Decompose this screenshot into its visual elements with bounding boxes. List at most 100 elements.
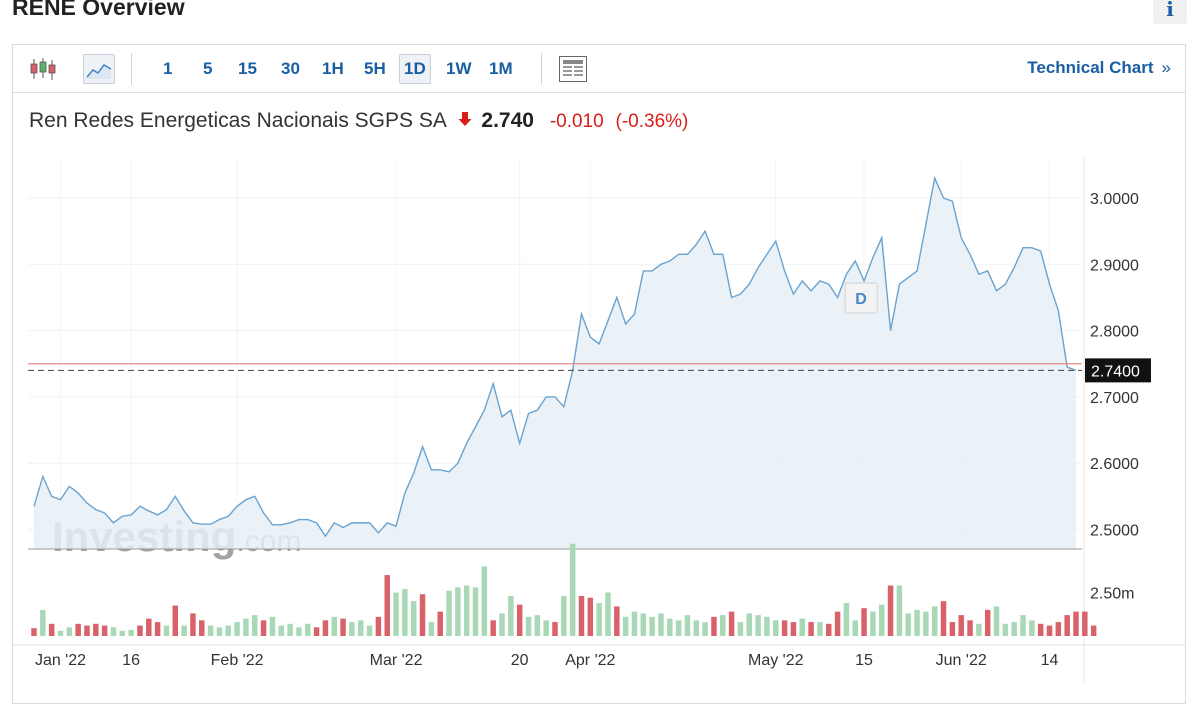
chart-toolbar: 1 5 15 30 1H 5H 1D 1W 1M Technical Chart» bbox=[13, 45, 1185, 93]
dividend-marker[interactable] bbox=[844, 282, 878, 314]
volume-bar bbox=[1064, 615, 1070, 636]
timeframe-15[interactable]: 15 bbox=[238, 59, 257, 78]
volume-bar bbox=[366, 625, 373, 636]
price-change-percent: (-0.36%) bbox=[615, 111, 689, 132]
timeframe-1h[interactable]: 1H bbox=[322, 59, 344, 78]
volume-bar bbox=[472, 587, 479, 636]
chart-panel: 1 5 15 30 1H 5H 1D 1W 1M Technical Chart» Ren Re… bbox=[12, 44, 1186, 704]
time-tick-label: Feb '22 bbox=[211, 652, 264, 669]
volume-bar bbox=[410, 601, 417, 636]
volume-bar bbox=[923, 611, 929, 636]
price-chart[interactable]: Investing.com2.50002.60002.70002.80002.9… bbox=[0, 0, 1200, 682]
double-chevron-right-icon: » bbox=[1161, 58, 1171, 77]
time-tick-label: May '22 bbox=[748, 652, 804, 669]
info-button[interactable]: i bbox=[1153, 0, 1187, 24]
timeframe-1m[interactable]: 1M bbox=[489, 59, 513, 78]
volume-bar bbox=[808, 622, 814, 636]
volume-bar bbox=[967, 620, 973, 636]
volume-bar bbox=[463, 585, 470, 636]
current-price-label: 2.7400 bbox=[1091, 363, 1140, 380]
volume-bar bbox=[826, 623, 832, 636]
volume-bar bbox=[781, 620, 788, 636]
price-tick-label: 2.8000 bbox=[1090, 324, 1139, 341]
volume-bar bbox=[287, 623, 293, 636]
volume-bar bbox=[622, 616, 629, 636]
volume-bar bbox=[490, 620, 496, 636]
volume-bar bbox=[755, 615, 761, 636]
area-chart-icon[interactable] bbox=[83, 54, 115, 84]
volume-bar bbox=[428, 622, 435, 636]
volume-bar bbox=[402, 589, 408, 636]
volume-bar bbox=[1046, 625, 1053, 636]
volume-bar bbox=[949, 622, 956, 636]
volume-bar bbox=[799, 618, 805, 636]
current-price-badge bbox=[1085, 358, 1151, 383]
volume-bar bbox=[1055, 622, 1062, 636]
volume-bar bbox=[455, 587, 461, 636]
volume-bar bbox=[1073, 611, 1079, 636]
volume-bar bbox=[870, 611, 876, 636]
volume-bar bbox=[252, 615, 258, 636]
volume-bar bbox=[40, 609, 46, 636]
volume-bar bbox=[243, 618, 249, 636]
timeframe-1d[interactable]: 1D bbox=[399, 54, 431, 84]
time-tick-label: Apr '22 bbox=[565, 652, 615, 669]
volume-bar bbox=[878, 604, 885, 636]
volume-bar bbox=[154, 622, 161, 636]
volume-bar bbox=[534, 615, 541, 636]
volume-bar bbox=[234, 622, 240, 636]
timeframe-1[interactable]: 1 bbox=[163, 59, 173, 78]
price-tick-label: 2.6000 bbox=[1090, 456, 1139, 473]
technical-chart-link[interactable]: Technical Chart » bbox=[1027, 58, 1171, 78]
timeframe-30[interactable]: 30 bbox=[281, 59, 300, 78]
volume-bar bbox=[128, 629, 134, 636]
volume-bar bbox=[1029, 620, 1035, 636]
price-tick-label: 2.5000 bbox=[1090, 523, 1139, 540]
volume-bar bbox=[331, 616, 337, 636]
volume-bar bbox=[393, 592, 399, 636]
volume-bar bbox=[516, 604, 523, 636]
volume-bar bbox=[958, 615, 964, 636]
timeframe-5h[interactable]: 5H bbox=[364, 59, 386, 78]
volume-bar bbox=[357, 620, 364, 636]
volume-bar bbox=[349, 622, 355, 636]
volume-bar bbox=[1037, 623, 1044, 636]
volume-bar bbox=[322, 620, 329, 636]
volume-tick-label: 2.50m bbox=[1090, 586, 1134, 603]
toolbar-separator bbox=[131, 53, 132, 85]
volume-bar bbox=[225, 625, 231, 636]
volume-bar bbox=[667, 618, 673, 636]
news-layout-icon[interactable] bbox=[557, 54, 589, 84]
volume-bar bbox=[93, 623, 99, 636]
timeframe-5[interactable]: 5 bbox=[203, 59, 213, 78]
volume-bar bbox=[834, 611, 841, 636]
volume-bar bbox=[199, 620, 205, 636]
volume-bar bbox=[296, 627, 302, 636]
volume-bar bbox=[278, 625, 284, 636]
volume-bar bbox=[48, 623, 55, 636]
volume-bar bbox=[437, 611, 443, 636]
volume-bar bbox=[773, 620, 779, 636]
volume-bar bbox=[384, 575, 390, 636]
volume-bar bbox=[596, 602, 602, 636]
price-change: -0.010 bbox=[549, 111, 604, 132]
price-tick-label: 2.9000 bbox=[1090, 257, 1139, 274]
volume-bar bbox=[887, 585, 894, 636]
volume-bar bbox=[984, 609, 991, 636]
volume-bar bbox=[561, 595, 567, 636]
time-tick-label: Jun '22 bbox=[936, 652, 987, 669]
volume-bar bbox=[110, 627, 117, 636]
price-tick-label: 2.7000 bbox=[1090, 390, 1139, 407]
volume-bar bbox=[640, 613, 647, 636]
time-tick-label: Jan '22 bbox=[35, 652, 86, 669]
volume-bar bbox=[720, 615, 726, 636]
volume-bar bbox=[190, 613, 196, 636]
volume-bar bbox=[1002, 623, 1009, 636]
volume-bar bbox=[675, 620, 682, 636]
timeframe-1w[interactable]: 1W bbox=[446, 59, 472, 78]
volume-bar bbox=[84, 625, 90, 636]
volume-bar bbox=[711, 616, 717, 636]
volume-bar bbox=[269, 616, 276, 636]
volume-bar bbox=[843, 602, 850, 636]
candlestick-icon[interactable] bbox=[27, 54, 59, 84]
